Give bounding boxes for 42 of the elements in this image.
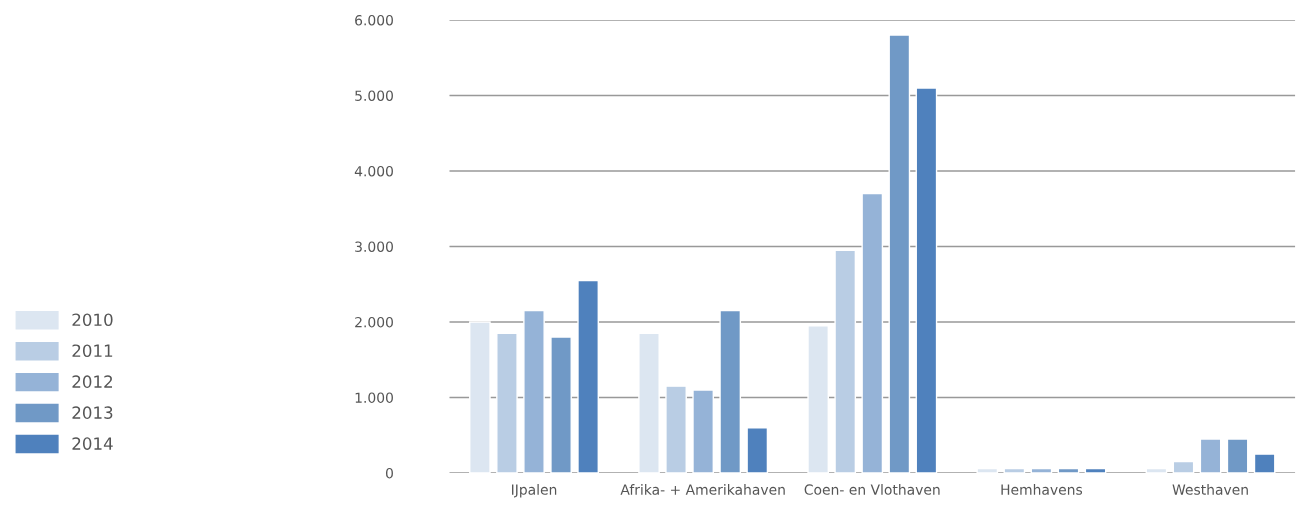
- bar: [807, 325, 829, 473]
- y-tick-label: 2.000: [355, 316, 393, 328]
- bar: [746, 426, 769, 473]
- bar: [550, 336, 572, 473]
- y-tick-label: 5.000: [355, 90, 393, 101]
- bar: [915, 87, 938, 473]
- bar: [1057, 467, 1080, 473]
- legend-label: 2011: [72, 344, 113, 358]
- bar: [577, 279, 599, 473]
- y-tick-label: 1.000: [355, 392, 393, 403]
- y-tick-label: 4.000: [354, 165, 393, 177]
- bar: [1172, 460, 1195, 473]
- legend-label: 2010: [72, 313, 113, 327]
- bar: [638, 332, 660, 473]
- bar: [1253, 453, 1276, 473]
- bar: [1030, 467, 1053, 473]
- bar: [1226, 438, 1249, 473]
- x-tick-label: IJpalen: [512, 484, 557, 498]
- bar: [888, 34, 911, 473]
- y-tick-label: 6.000: [355, 14, 393, 26]
- legend-label: 2013: [72, 406, 113, 419]
- bar: [976, 467, 999, 473]
- legend-label: 2012: [72, 375, 113, 388]
- bar: [719, 309, 742, 473]
- y-tick-label: 3.000: [355, 241, 393, 252]
- bar: [834, 249, 857, 473]
- bar: [496, 332, 518, 473]
- bar: [1003, 467, 1026, 473]
- bar: [665, 385, 687, 473]
- bar: [523, 309, 545, 473]
- y-tick-label: 0: [385, 467, 393, 479]
- bar: [861, 192, 884, 473]
- legend-label: 2014: [72, 437, 113, 450]
- x-tick-label: Afrika- + Amerikahaven: [620, 484, 785, 495]
- bar: [1084, 467, 1107, 473]
- bar: [469, 321, 491, 473]
- bar: [692, 389, 714, 473]
- bar: [1145, 467, 1168, 473]
- bar: [1199, 438, 1222, 473]
- x-tick-label: Hemhavens: [1001, 484, 1083, 495]
- x-tick-label: Westhaven: [1172, 484, 1248, 495]
- x-tick-label: Coen- en Vlothaven: [804, 484, 940, 495]
